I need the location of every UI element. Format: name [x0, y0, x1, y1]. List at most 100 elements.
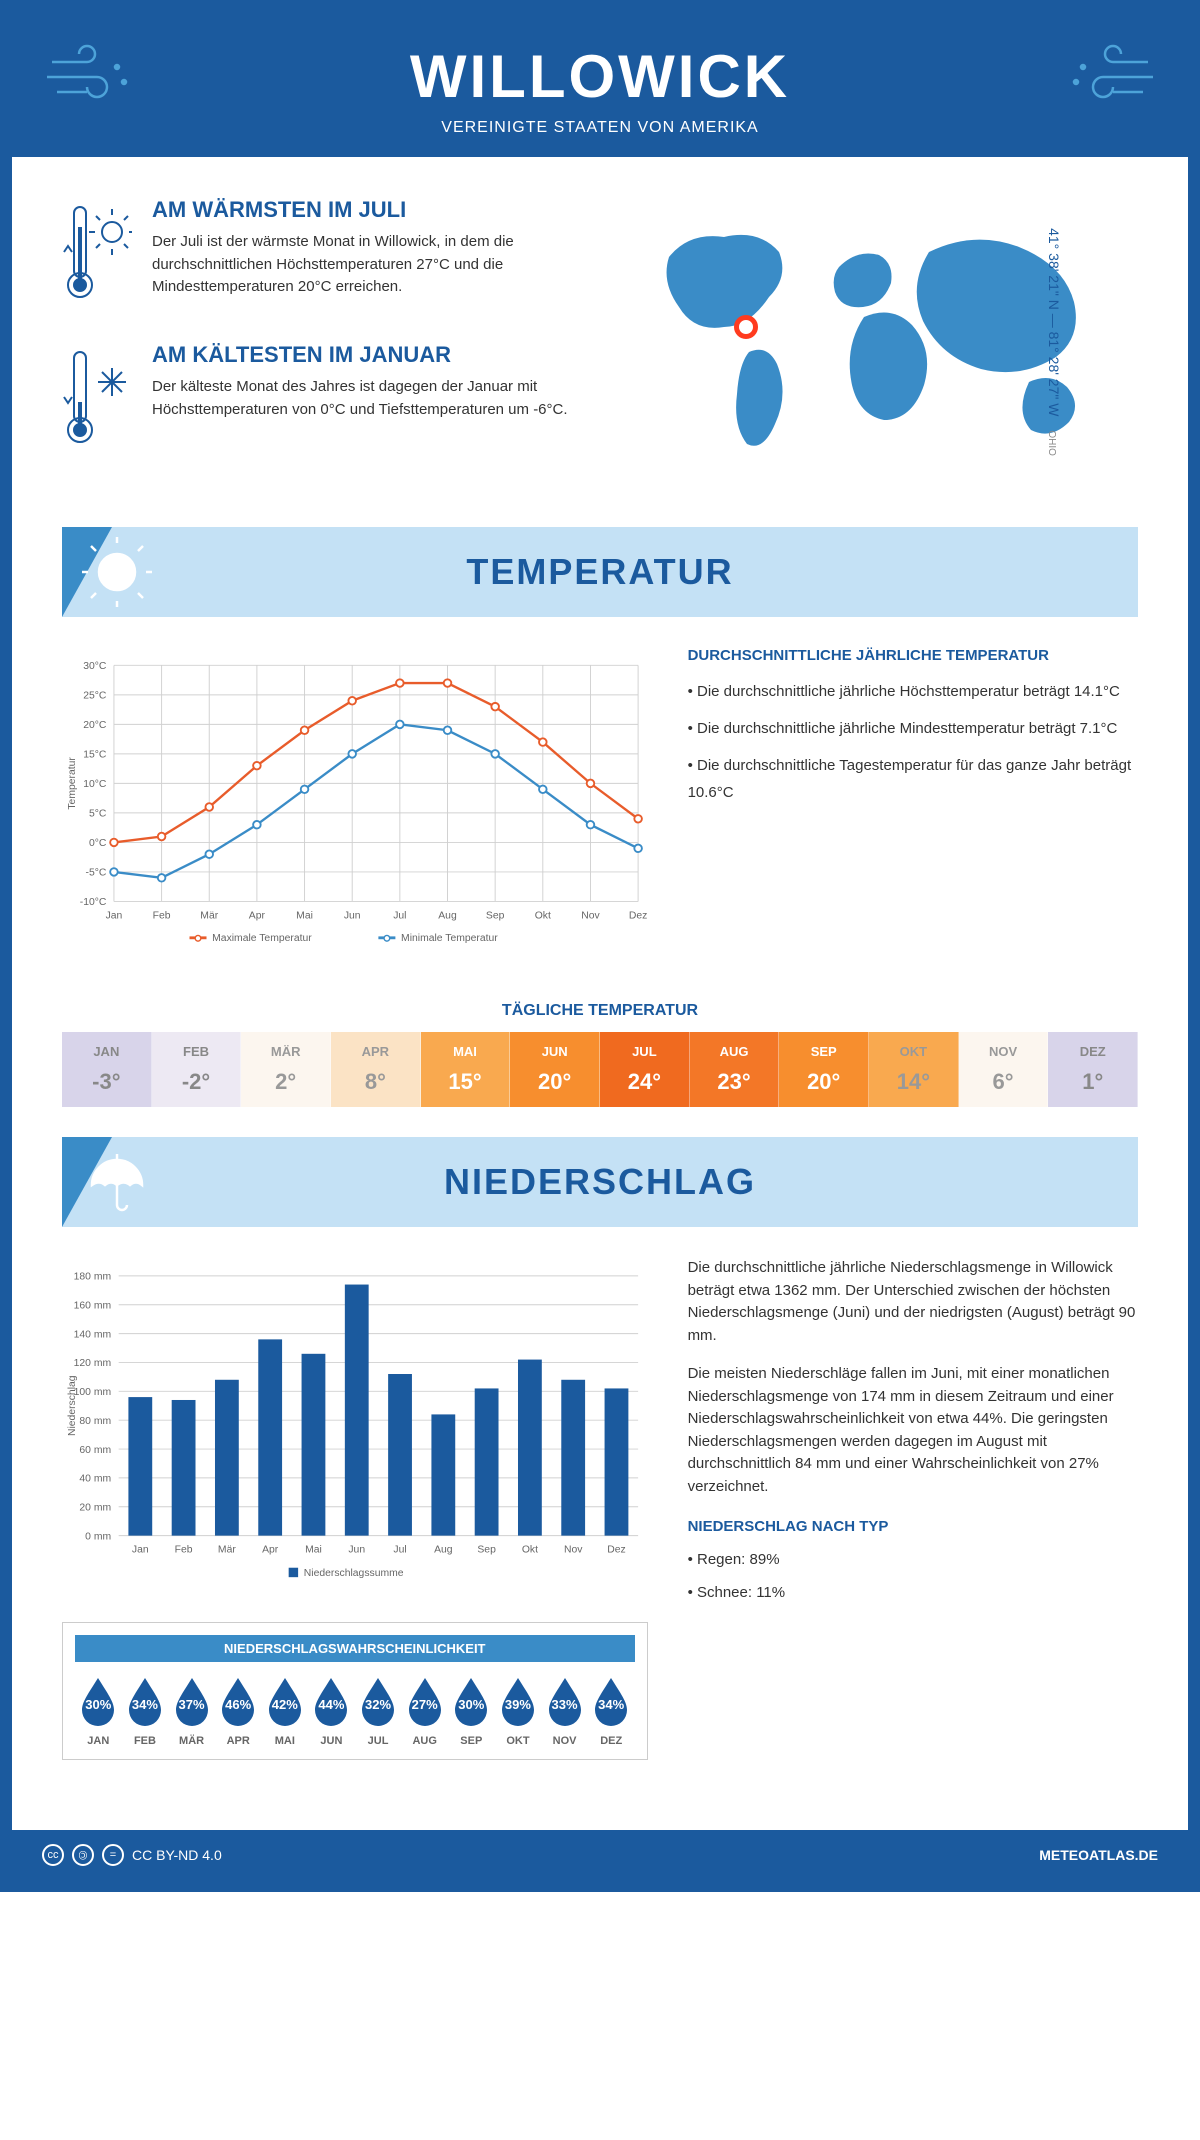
svg-text:0 mm: 0 mm [85, 1531, 111, 1542]
precip-prob-cell: 30%JAN [75, 1674, 122, 1747]
svg-text:Jan: Jan [106, 910, 123, 921]
svg-text:-10°C: -10°C [80, 897, 107, 908]
country-subtitle: VEREINIGTE STAATEN VON AMERIKA [32, 119, 1168, 137]
precip-prob-cell: 37%MÄR [168, 1674, 215, 1747]
svg-text:Feb: Feb [175, 1545, 193, 1556]
temp-bullet-2: • Die durchschnittliche jährliche Mindes… [688, 715, 1138, 742]
precipitation-banner: NIEDERSCHLAG [62, 1137, 1138, 1227]
page-container: WILLOWICK VEREINIGTE STAATEN VON AMERIKA… [0, 0, 1200, 1892]
state-label: OHIO [1046, 430, 1057, 456]
daily-temp-cell: MAI15° [421, 1032, 511, 1107]
precipitation-heading: NIEDERSCHLAG [444, 1161, 756, 1203]
svg-text:Jul: Jul [393, 1545, 406, 1556]
intro-row: AM WÄRMSTEN IM JULI Der Juli ist der wär… [62, 197, 1138, 487]
svg-text:Jan: Jan [132, 1545, 149, 1556]
svg-text:180 mm: 180 mm [74, 1272, 111, 1283]
coldest-text: AM KÄLTESTEN IM JANUAR Der kälteste Mona… [152, 342, 580, 457]
svg-text:Aug: Aug [438, 910, 457, 921]
svg-text:Sep: Sep [477, 1545, 496, 1556]
precip-prob-cell: 33%NOV [541, 1674, 588, 1747]
temp-bullet-1: • Die durchschnittliche jährliche Höchst… [688, 678, 1138, 705]
thermometer-snow-icon [62, 342, 132, 457]
svg-text:Nov: Nov [564, 1545, 583, 1556]
wind-icon-left [42, 42, 142, 117]
thermometer-sun-icon [62, 197, 132, 312]
temp-summary: DURCHSCHNITTLICHE JÄHRLICHE TEMPERATUR •… [688, 647, 1138, 972]
sun-icon [82, 537, 152, 612]
svg-text:100 mm: 100 mm [74, 1387, 111, 1398]
svg-text:Mai: Mai [296, 910, 313, 921]
daily-temp-cell: AUG23° [690, 1032, 780, 1107]
daily-temp-title: TÄGLICHE TEMPERATUR [62, 1002, 1138, 1020]
daily-temp-cell: OKT14° [869, 1032, 959, 1107]
daily-temp-cell: JAN-3° [62, 1032, 152, 1107]
daily-temp-cell: JUL24° [600, 1032, 690, 1107]
warmest-desc: Der Juli ist der wärmste Monat in Willow… [152, 231, 580, 299]
precip-prob-cell: 34%DEZ [588, 1674, 635, 1747]
precip-snow: • Schnee: 11% [688, 1582, 1138, 1605]
svg-text:Dez: Dez [629, 910, 647, 921]
svg-text:Temperatur: Temperatur [67, 757, 78, 810]
svg-text:Okt: Okt [535, 910, 551, 921]
svg-text:Mai: Mai [305, 1545, 322, 1556]
daily-temp-cell: JUN20° [510, 1032, 600, 1107]
svg-text:Okt: Okt [522, 1545, 538, 1556]
svg-text:120 mm: 120 mm [74, 1358, 111, 1369]
temperature-heading: TEMPERATUR [466, 551, 733, 593]
daily-temp-cell: DEZ1° [1048, 1032, 1138, 1107]
svg-text:140 mm: 140 mm [74, 1329, 111, 1340]
svg-text:20°C: 20°C [83, 720, 107, 731]
cc-icon: cc [42, 1844, 64, 1866]
svg-text:0°C: 0°C [89, 838, 107, 849]
precip-type-title: NIEDERSCHLAG NACH TYP [688, 1518, 1138, 1535]
svg-text:Jul: Jul [393, 910, 406, 921]
svg-text:Maximale Temperatur: Maximale Temperatur [212, 933, 312, 944]
svg-text:Sep: Sep [486, 910, 505, 921]
svg-text:10°C: 10°C [83, 779, 107, 790]
svg-text:20 mm: 20 mm [79, 1503, 111, 1514]
precip-prob-grid: 30%JAN34%FEB37%MÄR46%APR42%MAI44%JUN32%J… [75, 1674, 635, 1747]
svg-text:25°C: 25°C [83, 691, 107, 702]
coordinates: 41° 38' 21" N — 81° 28' 27" W OHIO [1046, 228, 1062, 456]
precip-prob-cell: 44%JUN [308, 1674, 355, 1747]
precip-p1: Die durchschnittliche jährliche Niedersc… [688, 1257, 1138, 1347]
header: WILLOWICK VEREINIGTE STAATEN VON AMERIKA [12, 12, 1188, 157]
daily-temp-cell: MÄR2° [241, 1032, 331, 1107]
precip-p2: Die meisten Niederschläge fallen im Juni… [688, 1363, 1138, 1498]
precip-prob-cell: 42%MAI [262, 1674, 309, 1747]
map-area: 41° 38' 21" N — 81° 28' 27" W OHIO [620, 197, 1138, 487]
daily-temp-cell: NOV6° [959, 1032, 1049, 1107]
precip-prob-box: NIEDERSCHLAGSWAHRSCHEINLICHKEIT 30%JAN34… [62, 1622, 648, 1760]
svg-text:80 mm: 80 mm [79, 1416, 111, 1427]
temperature-banner: TEMPERATUR [62, 527, 1138, 617]
svg-text:Mär: Mär [200, 910, 218, 921]
content-area: AM WÄRMSTEN IM JULI Der Juli ist der wär… [12, 157, 1188, 1830]
precip-text: Die durchschnittliche jährliche Niedersc… [688, 1257, 1138, 1760]
precip-chart-row: 0 mm20 mm40 mm60 mm80 mm100 mm120 mm140 … [62, 1257, 1138, 1760]
svg-text:Apr: Apr [262, 1545, 279, 1556]
precip-chart-area: 0 mm20 mm40 mm60 mm80 mm100 mm120 mm140 … [62, 1257, 648, 1760]
site-name: METEOATLAS.DE [1039, 1847, 1158, 1863]
temp-chart-row: -10°C-5°C0°C5°C10°C15°C20°C25°C30°CJanFe… [62, 647, 1138, 972]
coldest-desc: Der kälteste Monat des Jahres ist dagege… [152, 376, 580, 421]
svg-text:Aug: Aug [434, 1545, 453, 1556]
svg-text:Niederschlagssumme: Niederschlagssumme [304, 1568, 404, 1579]
coords-value: 41° 38' 21" N — 81° 28' 27" W [1046, 228, 1062, 416]
svg-text:Feb: Feb [153, 910, 171, 921]
daily-temp-cell: APR8° [331, 1032, 421, 1107]
temp-bullet-3: • Die durchschnittliche Tagestemperatur … [688, 752, 1138, 806]
svg-text:Niederschlag: Niederschlag [67, 1375, 78, 1436]
nd-icon: = [102, 1844, 124, 1866]
license-text: CC BY-ND 4.0 [132, 1847, 222, 1863]
svg-text:Jun: Jun [344, 910, 361, 921]
svg-text:30°C: 30°C [83, 661, 107, 672]
precip-prob-cell: 46%APR [215, 1674, 262, 1747]
svg-text:40 mm: 40 mm [79, 1474, 111, 1485]
svg-text:Jun: Jun [348, 1545, 365, 1556]
svg-text:Nov: Nov [581, 910, 600, 921]
svg-text:Minimale Temperatur: Minimale Temperatur [401, 933, 498, 944]
warmest-text: AM WÄRMSTEN IM JULI Der Juli ist der wär… [152, 197, 580, 312]
svg-text:Apr: Apr [249, 910, 266, 921]
daily-temp-cell: SEP20° [779, 1032, 869, 1107]
wind-icon-right [1058, 42, 1158, 117]
